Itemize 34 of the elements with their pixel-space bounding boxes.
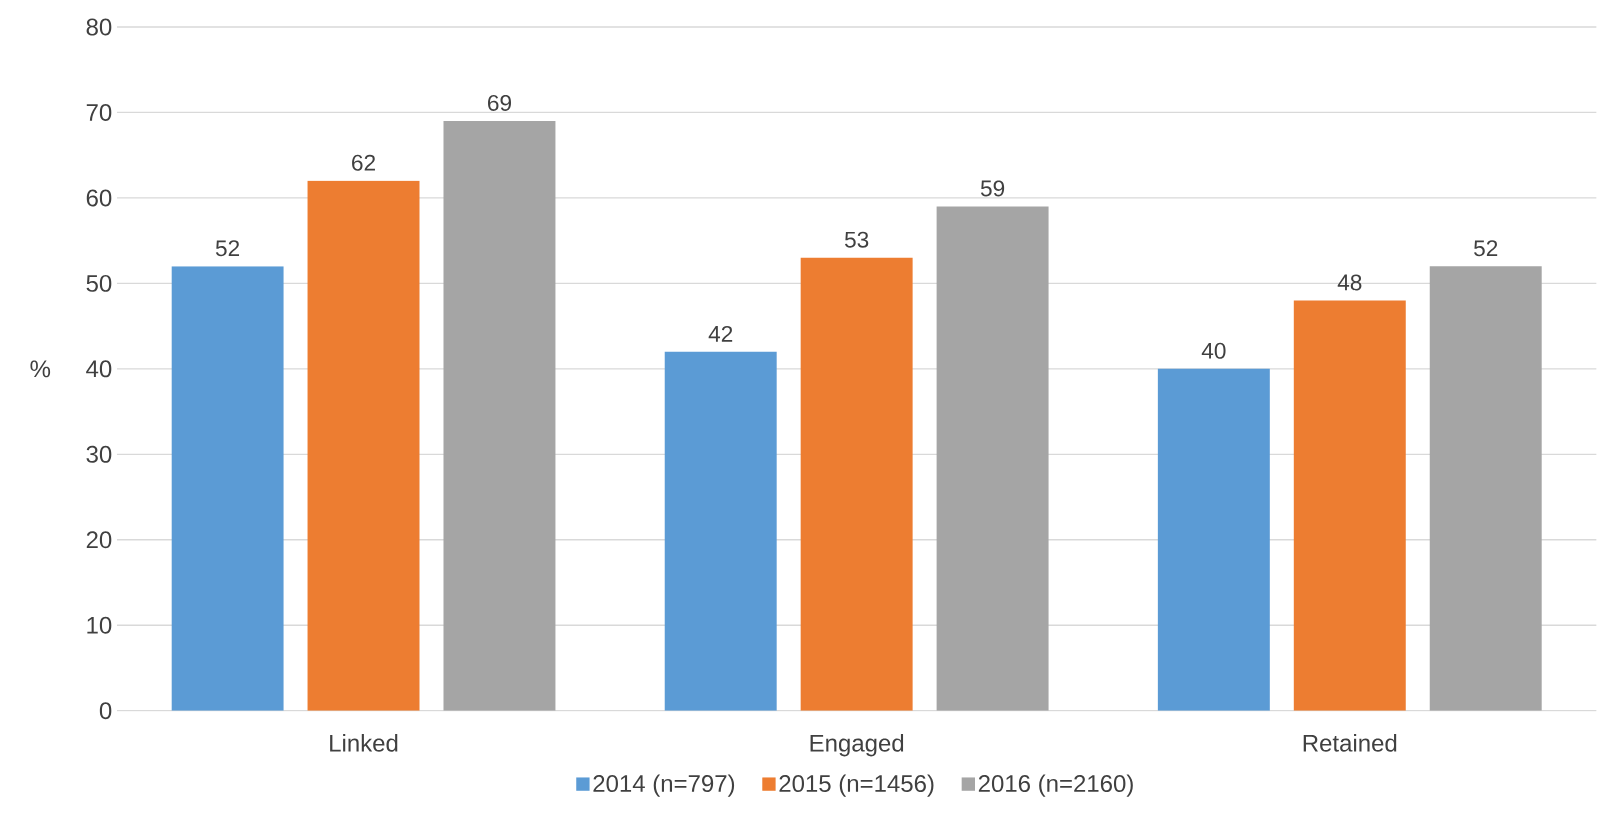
y-tick-label: 30: [86, 445, 112, 463]
bar: [1157, 369, 1270, 711]
data-label: 59: [980, 180, 1005, 197]
y-tick-label: 60: [86, 189, 112, 207]
y-tick-label: 20: [86, 531, 112, 549]
data-label: 40: [1201, 342, 1226, 359]
y-tick-label: 50: [86, 275, 112, 293]
data-label: 52: [1474, 240, 1498, 257]
y-tick-label: 10: [87, 616, 112, 634]
y-tick-label: 0: [99, 702, 112, 720]
bar: [1429, 266, 1542, 711]
bar: [307, 181, 420, 711]
data-label: 69: [488, 95, 511, 112]
data-label: 42: [708, 326, 733, 342]
bar: [800, 257, 913, 711]
bar: [1293, 300, 1406, 711]
y-axis-title: %: [30, 360, 51, 378]
data-label: 53: [844, 231, 869, 248]
legend-label: 2016 (n=2160): [978, 774, 1133, 797]
bar: [443, 121, 556, 711]
legend-label: 2015 (n=1456): [779, 774, 934, 797]
data-label: 62: [352, 154, 375, 171]
data-label: 52: [215, 240, 240, 257]
y-tick-label: 80: [86, 18, 112, 36]
data-label: 48: [1337, 274, 1362, 291]
bar: [664, 351, 777, 711]
y-tick-label: 40: [86, 360, 112, 378]
legend-label: 2014 (n=797): [593, 774, 735, 797]
x-tick-label: Linked: [330, 734, 398, 752]
x-tick-label: Engaged: [810, 734, 904, 757]
bar: [936, 206, 1049, 711]
bar: [171, 266, 284, 711]
y-tick-label: 70: [86, 104, 112, 122]
x-tick-label: Retained: [1303, 734, 1397, 752]
